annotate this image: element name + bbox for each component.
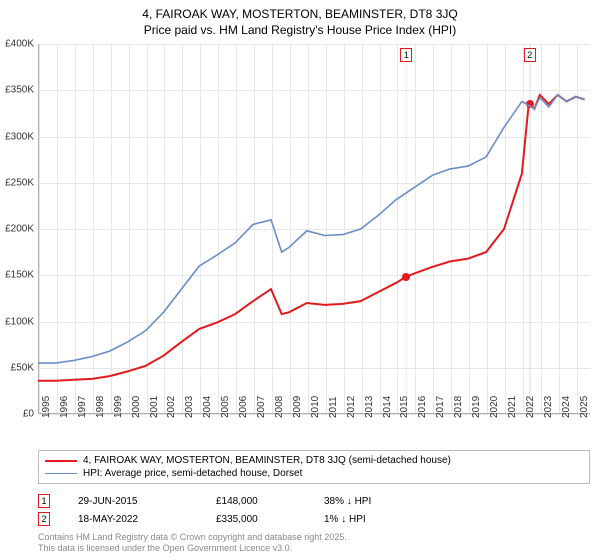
datapoint-price: £148,000: [216, 496, 296, 507]
x-axis-label: 2005: [220, 396, 231, 418]
legend-label: 4, FAIROAK WAY, MOSTERTON, BEAMINSTER, D…: [83, 455, 451, 466]
x-axis-label: 2015: [399, 396, 410, 418]
x-axis-label: 2002: [166, 396, 177, 418]
x-axis-label: 2020: [489, 396, 500, 418]
datapoint-row: 2 18-MAY-2022 £335,000 1% ↓ HPI: [38, 510, 414, 528]
x-axis-label: 2006: [238, 396, 249, 418]
x-axis-label: 2017: [435, 396, 446, 418]
x-axis-label: 1995: [41, 396, 52, 418]
x-axis-label: 1998: [95, 396, 106, 418]
legend-swatch: [45, 460, 77, 462]
y-axis-label: £150K: [5, 270, 34, 281]
x-axis-label: 2019: [471, 396, 482, 418]
x-axis-label: 2004: [202, 396, 213, 418]
datapoint-price: £335,000: [216, 514, 296, 525]
legend-item: 4, FAIROAK WAY, MOSTERTON, BEAMINSTER, D…: [45, 454, 583, 467]
datapoint-marker: 1: [38, 494, 50, 508]
datapoint-diff: 1% ↓ HPI: [324, 514, 414, 525]
x-axis-label: 2024: [561, 396, 572, 418]
x-axis-label: 2022: [525, 396, 536, 418]
datapoint-date: 29-JUN-2015: [78, 496, 188, 507]
x-axis-label: 1999: [113, 396, 124, 418]
x-axis-label: 2008: [274, 396, 285, 418]
attribution: Contains HM Land Registry data © Crown c…: [38, 532, 347, 555]
x-axis-label: 2011: [328, 396, 339, 418]
y-axis-label: £400K: [5, 39, 34, 50]
x-axis-label: 2010: [310, 396, 321, 418]
x-axis-label: 2023: [543, 396, 554, 418]
x-axis-label: 2003: [184, 396, 195, 418]
datapoint-diff: 38% ↓ HPI: [324, 496, 414, 507]
x-axis-label: 2009: [292, 396, 303, 418]
y-axis-label: £300K: [5, 131, 34, 142]
y-axis-label: £50K: [11, 362, 34, 373]
y-axis-label: £200K: [5, 224, 34, 235]
x-axis-label: 2014: [382, 396, 393, 418]
plot-area: 12 £0£50K£100K£150K£200K£250K£300K£350K£…: [38, 44, 590, 414]
series-price_paid: [38, 95, 585, 381]
line-series-svg: [38, 44, 590, 414]
legend-label: HPI: Average price, semi-detached house,…: [83, 468, 302, 479]
y-axis-label: £350K: [5, 85, 34, 96]
x-axis-label: 2016: [417, 396, 428, 418]
x-axis-label: 2025: [579, 396, 590, 418]
x-axis-label: 2007: [256, 396, 267, 418]
attribution-line2: This data is licensed under the Open Gov…: [38, 543, 347, 554]
x-axis-label: 2001: [149, 396, 160, 418]
legend-swatch: [45, 473, 77, 474]
y-axis-label: £100K: [5, 316, 34, 327]
attribution-line1: Contains HM Land Registry data © Crown c…: [38, 532, 347, 543]
y-axis-label: £250K: [5, 177, 34, 188]
x-axis-label: 2018: [453, 396, 464, 418]
x-axis-label: 1997: [77, 396, 88, 418]
datapoint-marker: 2: [38, 512, 50, 526]
x-axis-label: 2021: [507, 396, 518, 418]
chart-title: 4, FAIROAK WAY, MOSTERTON, BEAMINSTER, D…: [0, 0, 600, 38]
x-axis-label: 1996: [59, 396, 70, 418]
x-axis-label: 2013: [364, 396, 375, 418]
legend-item: HPI: Average price, semi-detached house,…: [45, 467, 583, 480]
series-hpi: [38, 95, 585, 363]
x-axis-label: 2012: [346, 396, 357, 418]
sale-datapoints: 1 29-JUN-2015 £148,000 38% ↓ HPI 2 18-MAY-202…: [38, 492, 414, 528]
datapoint-row: 1 29-JUN-2015 £148,000 38% ↓ HPI: [38, 492, 414, 510]
x-axis-label: 2000: [131, 396, 142, 418]
datapoint-date: 18-MAY-2022: [78, 514, 188, 525]
y-axis-label: £0: [23, 409, 34, 420]
title-address: 4, FAIROAK WAY, MOSTERTON, BEAMINSTER, D…: [0, 6, 600, 22]
title-subtitle: Price paid vs. HM Land Registry's House …: [0, 22, 600, 38]
legend: 4, FAIROAK WAY, MOSTERTON, BEAMINSTER, D…: [38, 450, 590, 484]
